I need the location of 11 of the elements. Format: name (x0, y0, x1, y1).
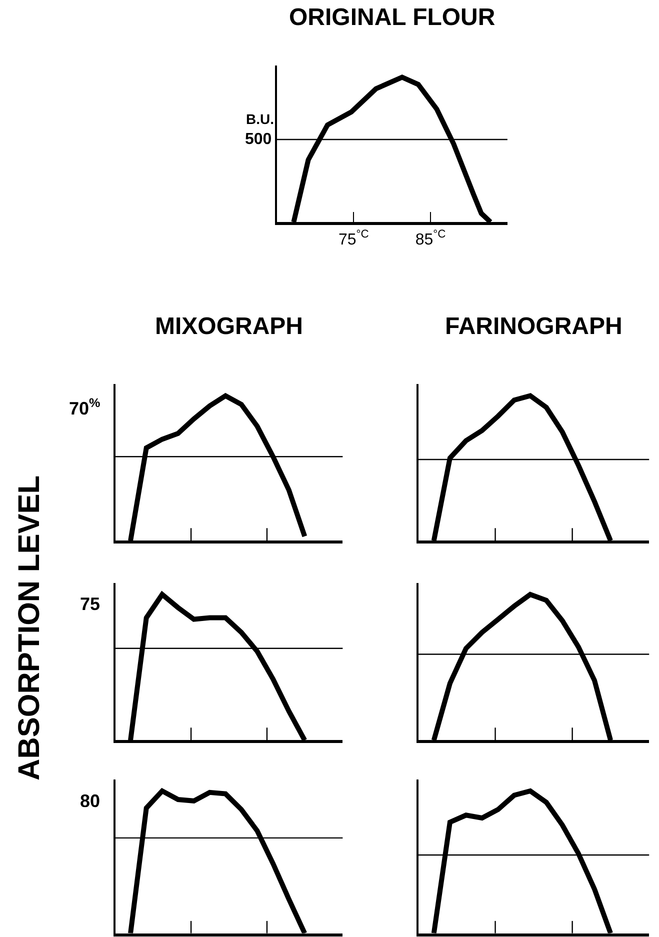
text: 80 (80, 791, 100, 811)
text: 70$^{%}$ (69, 396, 100, 419)
x-tick-label: 75$^{°C}$ (338, 228, 369, 248)
text: 500 (245, 131, 272, 148)
text: 75 (80, 594, 100, 614)
chart-title: MIXOGRAPH (155, 313, 304, 340)
chart-title: FARINOGRAPH (445, 313, 622, 340)
chart-title: ORIGINAL FLOUR (289, 4, 496, 31)
text: ABSORPTION LEVEL (12, 475, 46, 780)
x-tick-label: 85$^{°C}$ (415, 228, 446, 248)
y-axis-title: B.U. (246, 111, 274, 127)
